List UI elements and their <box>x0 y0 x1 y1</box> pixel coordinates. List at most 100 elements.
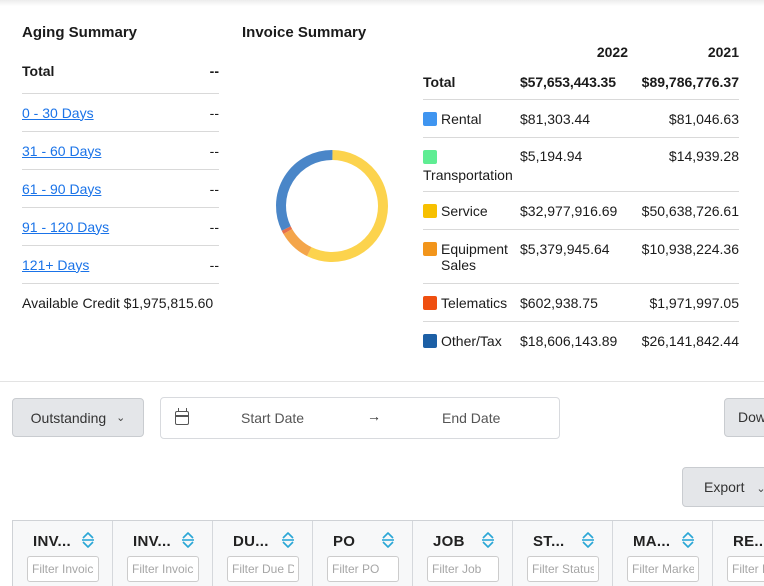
column-title: RE... <box>733 533 764 550</box>
grid-column-header[interactable]: JOB <box>413 521 513 586</box>
grid-column-header[interactable]: DU... <box>213 521 313 586</box>
year-2022-header: 2022 <box>596 44 628 60</box>
row-value-2021: $14,939.28 <box>668 148 739 164</box>
aging-link-91-120[interactable]: 91 - 120 Days <box>22 218 110 235</box>
row-label: Service <box>441 202 488 219</box>
start-date-input[interactable]: Start Date <box>241 410 305 426</box>
rental-swatch <box>423 111 437 126</box>
date-range-picker[interactable]: Start Date → End Date <box>160 397 560 439</box>
sort-icon[interactable] <box>581 531 595 549</box>
grid-column-header[interactable]: RE... <box>713 521 764 586</box>
grid-column-header[interactable]: MA... <box>613 521 713 586</box>
invoice-row-other-tax: Other/Tax $18,606,143.89 $26,141,842.44 <box>423 322 739 360</box>
transportation-swatch <box>423 149 437 164</box>
other-tax-swatch <box>423 334 437 348</box>
sort-icon[interactable] <box>81 531 95 549</box>
row-label: Telematics <box>441 294 508 311</box>
invoice-total-2022: $57,653,443.35 <box>520 73 616 90</box>
grid-column-header[interactable]: INV... <box>113 521 213 586</box>
sort-icon[interactable] <box>181 531 195 549</box>
aging-total-row: Total -- <box>22 44 219 94</box>
aging-link-0-30[interactable]: 0 - 30 Days <box>22 104 94 121</box>
aging-total-value: -- <box>209 63 219 79</box>
invoice-total-row: Total $57,653,443.35 $89,786,776.37 <box>423 64 739 100</box>
invoice-row-service: Service $32,977,916.69 $50,638,726.61 <box>423 192 739 230</box>
row-value-2021: $26,141,842.44 <box>641 333 739 349</box>
invoice-total-label: Total <box>423 73 456 90</box>
sort-icon[interactable] <box>681 531 695 549</box>
equipment-sales-swatch <box>423 242 437 256</box>
chevron-down-icon: ⌄ <box>756 483 764 495</box>
invoice-row-equipment-sales: Equipment Sales $5,379,945.64 $10,938,22… <box>423 230 739 284</box>
invoice-row-telematics: Telematics $602,938.75 $1,971,997.05 <box>423 284 739 322</box>
calendar-icon <box>175 408 189 425</box>
top-shadow <box>0 0 764 6</box>
aging-row-91-120: 91 - 120 Days -- <box>22 208 219 246</box>
row-value-2021: $1,971,997.05 <box>649 294 739 311</box>
aging-value: -- <box>209 142 219 159</box>
column-title: JOB <box>433 533 465 550</box>
column-filter-input[interactable] <box>227 556 299 582</box>
invoice-total-2021: $89,786,776.37 <box>641 73 739 90</box>
column-title: MA... <box>633 533 671 550</box>
row-value-2021: $50,638,726.61 <box>641 202 739 219</box>
column-title: PO <box>333 533 356 550</box>
aging-link-31-60[interactable]: 31 - 60 Days <box>22 142 102 159</box>
aging-value: -- <box>209 218 219 235</box>
row-value-2021: $10,938,224.36 <box>641 241 739 257</box>
grid-column-header[interactable]: INV... <box>13 521 113 586</box>
donut-slice-equipment-sales <box>283 228 312 257</box>
status-dropdown-label: Outstanding <box>30 409 107 426</box>
row-label: Rental <box>441 110 482 127</box>
aging-value: -- <box>209 256 219 273</box>
column-filter-input[interactable] <box>627 556 699 582</box>
export-button[interactable]: Export ⌄ <box>682 467 764 507</box>
row-value-2022: $5,194.94 <box>520 148 583 164</box>
row-label: Equipment Sales <box>441 241 508 273</box>
column-title: INV... <box>133 533 171 550</box>
status-dropdown[interactable]: Outstanding ⌄ <box>12 398 144 437</box>
row-label: Transportation <box>423 166 513 183</box>
invoice-row-rental: Rental $81,303.44 $81,046.63 <box>423 100 739 138</box>
aging-summary: Aging Summary Total -- 0 - 30 Days -- 31… <box>22 24 219 322</box>
sort-icon[interactable] <box>281 531 295 549</box>
available-credit: Available Credit $1,975,815.60 <box>22 295 214 311</box>
invoice-summary-title: Invoice Summary <box>242 24 367 41</box>
aging-value: -- <box>209 180 219 197</box>
column-filter-input[interactable] <box>527 556 599 582</box>
year-2021-header: 2021 <box>707 44 739 60</box>
column-title: ST... <box>533 533 565 550</box>
column-title: DU... <box>233 533 269 550</box>
grid-column-header[interactable]: ST... <box>513 521 613 586</box>
download-button[interactable]: Download <box>724 398 764 437</box>
aging-link-121-plus[interactable]: 121+ Days <box>22 256 90 273</box>
column-filter-input[interactable] <box>27 556 99 582</box>
sort-icon[interactable] <box>381 531 395 549</box>
aging-summary-title: Aging Summary <box>22 24 138 41</box>
row-value-2022: $5,379,945.64 <box>520 241 610 257</box>
row-value-2022: $81,303.44 <box>520 110 591 127</box>
telematics-swatch <box>423 295 437 310</box>
invoice-summary-table: 2022 2021 Total $57,653,443.35 $89,786,7… <box>423 40 739 360</box>
aging-row-61-90: 61 - 90 Days -- <box>22 170 219 208</box>
aging-row-0-30: 0 - 30 Days -- <box>22 94 219 132</box>
aging-total-label: Total <box>22 63 55 79</box>
invoice-year-header: 2022 2021 <box>423 40 739 64</box>
grid-column-header[interactable]: PO <box>313 521 413 586</box>
column-title: INV... <box>33 533 71 550</box>
aging-link-61-90[interactable]: 61 - 90 Days <box>22 180 102 197</box>
export-label: Export <box>704 479 745 495</box>
aging-row-121-plus: 121+ Days -- <box>22 246 219 284</box>
aging-value: -- <box>209 104 219 121</box>
invoice-row-transportation: Transportation $5,194.94 $14,939.28 <box>423 138 739 192</box>
column-filter-input[interactable] <box>727 556 764 582</box>
end-date-input[interactable]: End Date <box>442 410 501 426</box>
invoice-donut-chart <box>276 149 388 262</box>
column-filter-input[interactable] <box>127 556 199 582</box>
sort-icon[interactable] <box>481 531 495 549</box>
invoice-grid-header: INV... INV... DU... PO JOB ST... MA... RE... <box>12 520 764 586</box>
arrow-right-icon: → <box>367 408 381 424</box>
column-filter-input[interactable] <box>327 556 399 582</box>
column-filter-input[interactable] <box>427 556 499 582</box>
row-value-2022: $32,977,916.69 <box>520 202 618 219</box>
